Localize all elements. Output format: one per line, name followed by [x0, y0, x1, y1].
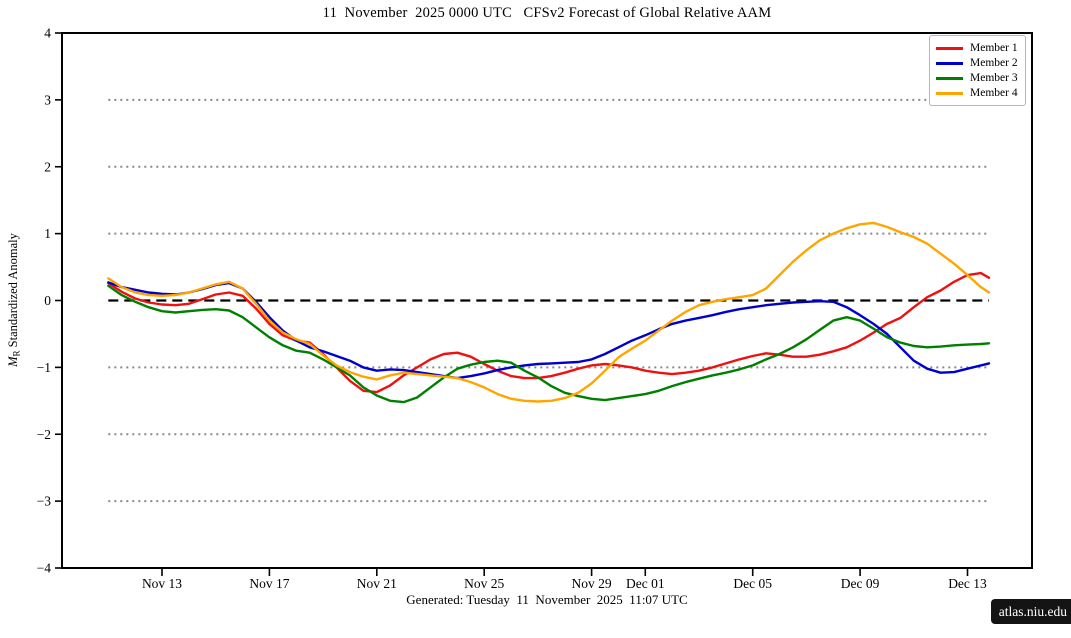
x-tick-label: Dec 01 — [626, 576, 665, 591]
member-3-line-icon — [936, 76, 963, 80]
y-axis-label: MR Standardized Anomaly — [6, 232, 22, 368]
series-line-member-1 — [107, 271, 991, 394]
y-tick-label: 3 — [44, 92, 51, 107]
legend-label: Member 1 — [970, 42, 1018, 54]
member-2-line-icon — [936, 61, 963, 65]
x-tick-label: Nov 25 — [464, 576, 504, 591]
series-line-member-3 — [107, 284, 991, 404]
y-tick-label: 4 — [44, 26, 51, 41]
legend-item-member-4: Member 4 — [936, 86, 1019, 100]
plot-frame — [61, 32, 1033, 569]
legend-item-member-3: Member 3 — [936, 71, 1019, 85]
legend-item-member-2: Member 2 — [936, 56, 1019, 70]
legend-label: Member 4 — [970, 87, 1018, 99]
series-line-member-2 — [107, 281, 991, 380]
chart-title: 11 November 2025 0000 UTC CFSv2 Forecast… — [322, 5, 772, 21]
y-tick-label: −2 — [37, 427, 51, 442]
legend-label: Member 2 — [970, 57, 1018, 69]
x-tick-label: Nov 13 — [142, 576, 182, 591]
legend-label: Member 3 — [970, 72, 1018, 84]
site-badge: atlas.niu.edu — [990, 599, 1071, 624]
y-tick-label: −3 — [37, 494, 52, 509]
x-tick-label: Dec 05 — [733, 576, 772, 591]
series-line-member-4 — [107, 221, 991, 403]
x-tick-label: Nov 17 — [249, 576, 289, 591]
member-1-line-icon — [936, 46, 963, 50]
legend: Member 1 Member 2 Member 3 Member 4 — [929, 35, 1026, 106]
y-tick-label: −1 — [37, 360, 51, 375]
y-tick-label: 1 — [44, 226, 51, 241]
y-tick-label: 0 — [44, 293, 51, 308]
y-tick-label: −4 — [37, 561, 52, 576]
y-tick-label: 2 — [44, 159, 51, 174]
member-4-line-icon — [936, 91, 963, 95]
x-tick-label: Nov 29 — [572, 576, 612, 591]
legend-item-member-1: Member 1 — [936, 41, 1019, 55]
x-tick-label: Dec 09 — [841, 576, 880, 591]
x-tick-label: Dec 13 — [948, 576, 987, 591]
generated-timestamp: Generated: Tuesday 11 November 2025 11:0… — [406, 592, 688, 607]
x-tick-label: Nov 21 — [357, 576, 397, 591]
